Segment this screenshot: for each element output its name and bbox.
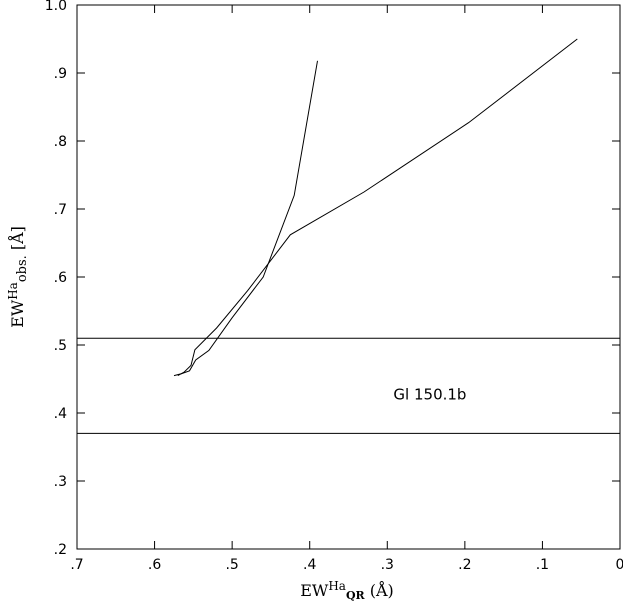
- annotations: Gl 150.1b: [393, 385, 466, 403]
- y-tick-label: .4: [54, 406, 67, 422]
- series-line-1: [173, 60, 318, 377]
- x-tick-label: .7: [70, 557, 83, 573]
- threshold-lines: [77, 337, 620, 434]
- y-tick-label: .9: [54, 66, 67, 82]
- x-tick-label: .4: [303, 557, 316, 573]
- y-axis-ticks: .2 .3 .4 .5 .6 .7 .8 .9 1.0: [45, 0, 620, 558]
- x-tick-label: .6: [148, 557, 161, 573]
- series-group: [173, 38, 578, 377]
- y-tick-label: .2: [54, 542, 67, 558]
- x-tick-label: .3: [381, 557, 394, 573]
- x-axis-label: EWHaQR (Å): [300, 579, 394, 601]
- annotation-label: Gl 150.1b: [393, 385, 466, 403]
- plot-frame: [76, 4, 621, 550]
- y-tick-label: .8: [54, 134, 67, 150]
- x-tick-label: 0: [616, 557, 623, 573]
- x-tick-label: .5: [225, 557, 238, 573]
- y-tick-label: .5: [54, 338, 67, 354]
- y-axis-label: EWHaobs. [Å]: [6, 226, 30, 328]
- series-line-2: [177, 38, 578, 377]
- x-axis-ticks: .7 .6 .5 .4 .3 .2 .1 0: [70, 5, 623, 573]
- y-tick-label: 1.0: [45, 0, 67, 14]
- x-tick-label: .1: [536, 557, 549, 573]
- y-tick-label: .3: [54, 474, 67, 490]
- x-tick-label: .2: [458, 557, 471, 573]
- y-tick-label: .6: [54, 270, 67, 286]
- y-tick-label: .7: [54, 202, 67, 218]
